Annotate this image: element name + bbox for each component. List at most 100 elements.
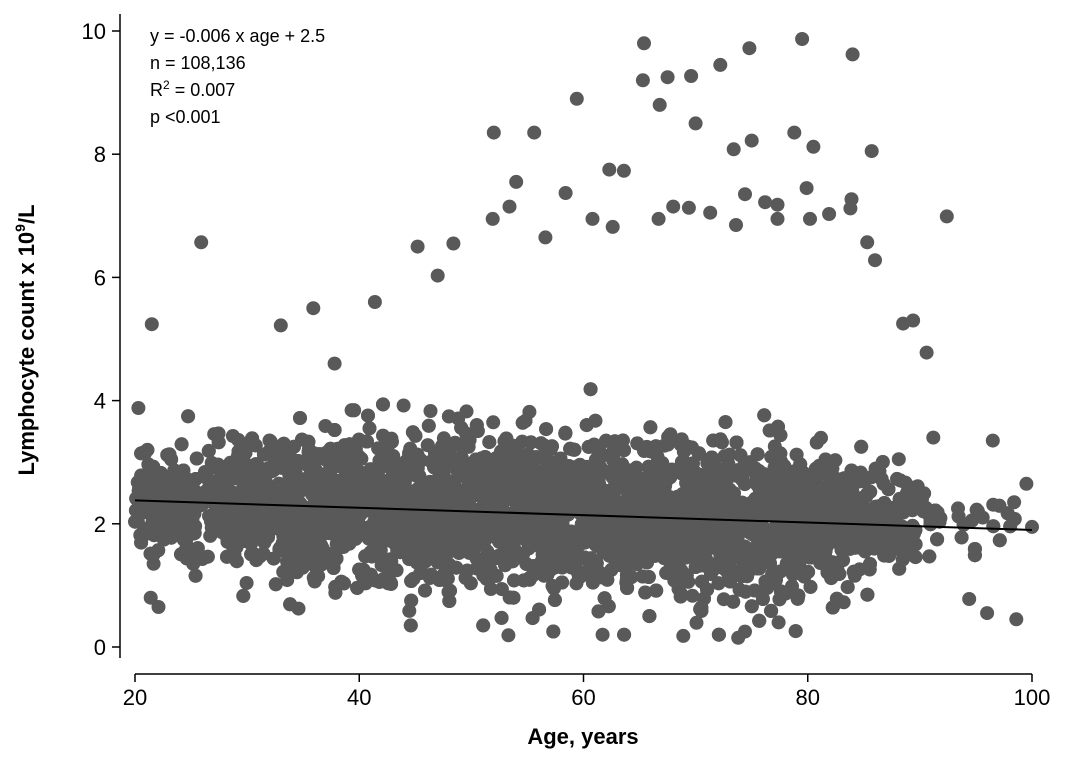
data-point: [750, 447, 765, 462]
data-point: [649, 583, 664, 598]
data-point: [239, 576, 254, 590]
data-point: [543, 442, 558, 456]
data-point: [685, 588, 700, 603]
data-point: [954, 530, 969, 545]
data-point: [476, 618, 491, 633]
data-point: [362, 421, 377, 436]
data-point: [287, 549, 302, 564]
data-point: [891, 452, 906, 467]
data-point: [461, 439, 476, 454]
data-point: [591, 604, 606, 619]
data-point: [188, 568, 203, 583]
data-point: [591, 447, 606, 462]
data-point: [718, 415, 733, 430]
data-point: [404, 593, 419, 608]
data-point: [236, 588, 251, 603]
data-point: [642, 444, 657, 459]
data-point: [489, 451, 504, 466]
data-point: [442, 594, 457, 608]
data-point: [575, 568, 590, 583]
data-point: [605, 470, 620, 485]
data-point: [900, 486, 915, 500]
data-point: [405, 527, 420, 542]
data-point: [547, 593, 562, 607]
data-point: [376, 397, 390, 412]
data-point: [726, 594, 741, 609]
data-point: [854, 439, 869, 454]
data-point: [1007, 512, 1022, 526]
data-point: [347, 403, 362, 418]
data-point: [914, 492, 929, 507]
data-point: [408, 428, 423, 443]
data-point: [291, 454, 306, 468]
data-point: [722, 447, 737, 462]
data-point: [733, 448, 748, 463]
data-point: [211, 426, 226, 441]
data-point: [494, 610, 509, 625]
data-point: [441, 409, 456, 424]
data-point: [443, 583, 457, 598]
data-point: [491, 549, 506, 563]
data-point: [499, 431, 514, 446]
data-point: [744, 599, 759, 614]
data-point: [707, 561, 722, 576]
data-point: [740, 569, 755, 584]
data-point: [579, 418, 594, 433]
data-point: [615, 457, 630, 472]
data-point: [307, 574, 322, 589]
data-point: [396, 398, 411, 413]
data-point: [383, 560, 398, 575]
data-point: [301, 444, 316, 459]
data-point: [423, 474, 437, 489]
data-point: [922, 549, 937, 564]
data-point: [174, 437, 189, 452]
data-point: [268, 577, 283, 592]
data-point: [459, 404, 474, 419]
data-point: [660, 552, 675, 567]
data-point: [211, 457, 226, 472]
data-point: [692, 446, 706, 461]
data-point: [482, 435, 497, 450]
data-point: [992, 498, 1007, 513]
data-point: [711, 576, 726, 591]
data-point: [528, 526, 543, 541]
data-point: [803, 579, 818, 594]
data-point: [449, 560, 464, 575]
data-point: [261, 461, 276, 476]
data-point: [788, 624, 803, 639]
data-point: [623, 548, 638, 563]
data-point: [276, 436, 291, 451]
data-point: [181, 409, 196, 424]
data-point: [673, 437, 688, 452]
data-point: [786, 567, 800, 582]
data-point: [640, 555, 654, 570]
data-point: [525, 611, 540, 626]
data-point: [546, 624, 561, 639]
data-point: [304, 553, 319, 568]
data-point: [506, 590, 521, 605]
data-point: [204, 520, 219, 535]
data-point: [617, 627, 632, 642]
data-point: [992, 533, 1007, 548]
data-point: [380, 443, 394, 458]
data-point: [283, 597, 298, 612]
data-point: [470, 424, 485, 438]
data-point: [809, 435, 824, 450]
data-point: [393, 545, 408, 560]
data-point: [558, 426, 573, 441]
data-point: [361, 408, 375, 423]
data-point: [255, 499, 270, 514]
data-point: [773, 584, 788, 599]
data-point: [757, 408, 772, 423]
data-point: [402, 446, 417, 461]
data-point: [789, 447, 804, 462]
data-point: [201, 443, 216, 458]
data-point: [256, 447, 271, 462]
data-point: [423, 404, 438, 418]
data-point: [244, 547, 259, 562]
data-point: [128, 514, 143, 529]
data-point: [870, 500, 885, 514]
data-point: [418, 583, 432, 598]
data-point: [516, 547, 530, 562]
